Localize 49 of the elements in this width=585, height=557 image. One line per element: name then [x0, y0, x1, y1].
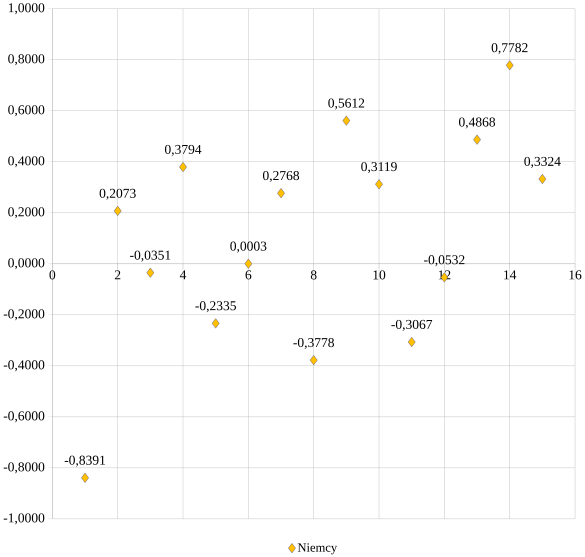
data-label: -0,3067 [391, 320, 432, 331]
point [375, 179, 383, 190]
data-label: 0,3324 [524, 156, 561, 168]
x-tick-label: 2 [114, 270, 120, 280]
x-tick-label: 8 [310, 270, 317, 280]
data-label: 0,0003 [230, 242, 266, 253]
data-label: 0,5612 [328, 98, 364, 110]
data-label: -0,2335 [195, 301, 236, 312]
data-label: 0,3794 [164, 144, 202, 156]
y-tick-label: -0,8000 [4, 462, 44, 474]
y-tick-label: 1,0000 [8, 3, 44, 14]
point [408, 337, 416, 348]
data-label: 0,2768 [262, 171, 300, 182]
data-label: -0,0532 [424, 255, 464, 266]
data-label: 0,3119 [361, 162, 397, 174]
point [506, 60, 514, 70]
legend-label: Niemcy [298, 543, 338, 554]
data-label: -0,8391 [64, 456, 106, 467]
x-tick-label: 4 [180, 270, 186, 280]
y-tick-label: -1,0000 [4, 513, 44, 524]
point [310, 355, 318, 366]
y-tick-label: 0,4000 [8, 156, 44, 168]
point [179, 162, 187, 172]
data-label: 0,4868 [458, 118, 496, 129]
x-tick-label: 6 [246, 270, 252, 280]
x-tick-label: 10 [373, 270, 386, 280]
point [538, 174, 546, 184]
y-tick-label: -0,6000 [4, 411, 44, 422]
point [81, 472, 89, 483]
data-label: -0,0351 [130, 250, 170, 262]
point [277, 188, 285, 198]
y-tick-label: 0,8000 [8, 54, 44, 66]
x-tick-label: 14 [504, 270, 516, 280]
data-label: 0,2073 [100, 188, 136, 200]
y-tick-label: -0,4000 [4, 360, 44, 372]
point [473, 134, 481, 145]
y-tick-label: -0,2000 [4, 309, 44, 320]
point [212, 318, 220, 328]
data-label: 0,7782 [492, 43, 528, 54]
point [114, 206, 122, 216]
y-tick-label: 0,0000 [8, 258, 44, 270]
point [146, 268, 154, 278]
point [342, 116, 350, 126]
y-tick-label: 0,2000 [8, 207, 44, 218]
y-tick-label: 0,6000 [8, 105, 44, 116]
x-tick-label: 16 [569, 270, 582, 280]
data-label: -0,3778 [293, 338, 334, 350]
x-tick-label: 0 [49, 270, 56, 280]
point [244, 258, 252, 269]
